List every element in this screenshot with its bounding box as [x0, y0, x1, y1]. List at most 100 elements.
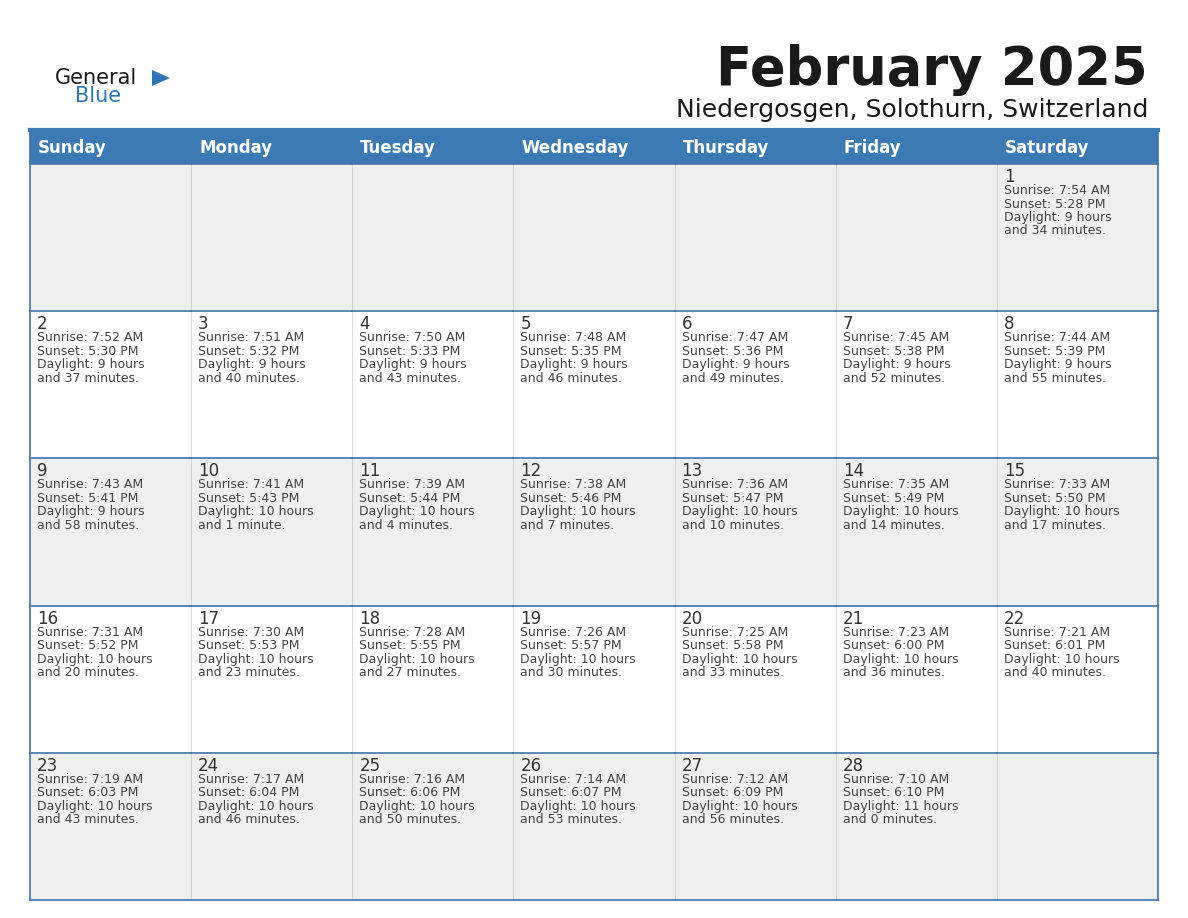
- Text: Sunday: Sunday: [38, 139, 107, 157]
- Text: Sunset: 5:38 PM: Sunset: 5:38 PM: [842, 344, 944, 358]
- Text: Sunrise: 7:54 AM: Sunrise: 7:54 AM: [1004, 184, 1110, 197]
- Text: and 4 minutes.: and 4 minutes.: [359, 519, 454, 532]
- Text: Sunset: 5:58 PM: Sunset: 5:58 PM: [682, 639, 783, 652]
- Text: 24: 24: [198, 756, 220, 775]
- Bar: [997, 311, 1158, 458]
- Text: and 46 minutes.: and 46 minutes.: [198, 813, 301, 826]
- Text: 28: 28: [842, 756, 864, 775]
- Text: Sunrise: 7:43 AM: Sunrise: 7:43 AM: [37, 478, 143, 491]
- Text: Daylight: 10 hours: Daylight: 10 hours: [359, 653, 475, 666]
- Bar: [30, 606, 191, 753]
- Bar: [675, 164, 835, 311]
- Text: February 2025: February 2025: [716, 44, 1148, 96]
- Text: and 40 minutes.: and 40 minutes.: [198, 372, 301, 385]
- Text: 19: 19: [520, 610, 542, 628]
- Bar: [353, 458, 513, 606]
- Text: Sunrise: 7:25 AM: Sunrise: 7:25 AM: [682, 625, 788, 639]
- Text: Tuesday: Tuesday: [360, 139, 436, 157]
- Text: Saturday: Saturday: [1005, 139, 1089, 157]
- Text: 5: 5: [520, 315, 531, 333]
- Text: 10: 10: [198, 463, 220, 480]
- Text: Daylight: 9 hours: Daylight: 9 hours: [842, 358, 950, 371]
- Text: Daylight: 10 hours: Daylight: 10 hours: [1004, 506, 1119, 519]
- Text: Daylight: 10 hours: Daylight: 10 hours: [359, 506, 475, 519]
- Bar: [997, 606, 1158, 753]
- Text: Sunset: 5:47 PM: Sunset: 5:47 PM: [682, 492, 783, 505]
- Text: Sunrise: 7:26 AM: Sunrise: 7:26 AM: [520, 625, 626, 639]
- Text: and 52 minutes.: and 52 minutes.: [842, 372, 944, 385]
- Bar: [353, 164, 513, 311]
- Text: and 34 minutes.: and 34 minutes.: [1004, 225, 1106, 238]
- Polygon shape: [152, 70, 170, 86]
- Text: Daylight: 10 hours: Daylight: 10 hours: [359, 800, 475, 812]
- Text: Sunrise: 7:19 AM: Sunrise: 7:19 AM: [37, 773, 143, 786]
- Text: Monday: Monday: [200, 139, 272, 157]
- Text: 7: 7: [842, 315, 853, 333]
- Text: Sunrise: 7:35 AM: Sunrise: 7:35 AM: [842, 478, 949, 491]
- Text: Sunset: 5:33 PM: Sunset: 5:33 PM: [359, 344, 461, 358]
- Text: Daylight: 9 hours: Daylight: 9 hours: [1004, 358, 1112, 371]
- Text: 14: 14: [842, 463, 864, 480]
- Text: Daylight: 10 hours: Daylight: 10 hours: [1004, 653, 1119, 666]
- Text: Sunrise: 7:10 AM: Sunrise: 7:10 AM: [842, 773, 949, 786]
- Text: Sunset: 5:46 PM: Sunset: 5:46 PM: [520, 492, 621, 505]
- Bar: [513, 458, 675, 606]
- Text: Daylight: 9 hours: Daylight: 9 hours: [1004, 211, 1112, 224]
- Text: and 49 minutes.: and 49 minutes.: [682, 372, 783, 385]
- Bar: [30, 164, 191, 311]
- Bar: [191, 753, 353, 900]
- Text: and 1 minute.: and 1 minute.: [198, 519, 285, 532]
- Text: Sunrise: 7:38 AM: Sunrise: 7:38 AM: [520, 478, 627, 491]
- Text: Sunset: 6:10 PM: Sunset: 6:10 PM: [842, 787, 944, 800]
- Text: 16: 16: [37, 610, 58, 628]
- Text: Daylight: 9 hours: Daylight: 9 hours: [198, 358, 305, 371]
- Text: Daylight: 10 hours: Daylight: 10 hours: [198, 506, 314, 519]
- Bar: [191, 606, 353, 753]
- Text: 21: 21: [842, 610, 864, 628]
- Bar: [191, 311, 353, 458]
- Text: Sunset: 5:30 PM: Sunset: 5:30 PM: [37, 344, 139, 358]
- Text: Sunrise: 7:17 AM: Sunrise: 7:17 AM: [198, 773, 304, 786]
- Bar: [835, 606, 997, 753]
- Text: Sunrise: 7:12 AM: Sunrise: 7:12 AM: [682, 773, 788, 786]
- Text: Daylight: 10 hours: Daylight: 10 hours: [682, 800, 797, 812]
- Text: and 56 minutes.: and 56 minutes.: [682, 813, 784, 826]
- Bar: [30, 132, 191, 164]
- Text: Daylight: 10 hours: Daylight: 10 hours: [520, 800, 636, 812]
- Text: Sunset: 5:53 PM: Sunset: 5:53 PM: [198, 639, 299, 652]
- Text: Daylight: 10 hours: Daylight: 10 hours: [37, 653, 152, 666]
- Text: and 7 minutes.: and 7 minutes.: [520, 519, 614, 532]
- Text: and 46 minutes.: and 46 minutes.: [520, 372, 623, 385]
- Text: and 14 minutes.: and 14 minutes.: [842, 519, 944, 532]
- Text: 9: 9: [37, 463, 48, 480]
- Bar: [353, 132, 513, 164]
- Text: Sunrise: 7:48 AM: Sunrise: 7:48 AM: [520, 331, 627, 344]
- Text: Sunset: 6:06 PM: Sunset: 6:06 PM: [359, 787, 461, 800]
- Bar: [835, 311, 997, 458]
- Text: Sunset: 5:44 PM: Sunset: 5:44 PM: [359, 492, 461, 505]
- Text: Daylight: 9 hours: Daylight: 9 hours: [682, 358, 789, 371]
- Text: Blue: Blue: [75, 86, 121, 106]
- Text: Niedergosgen, Solothurn, Switzerland: Niedergosgen, Solothurn, Switzerland: [676, 98, 1148, 122]
- Text: 23: 23: [37, 756, 58, 775]
- Text: Sunrise: 7:44 AM: Sunrise: 7:44 AM: [1004, 331, 1110, 344]
- Bar: [835, 164, 997, 311]
- Text: Sunset: 6:09 PM: Sunset: 6:09 PM: [682, 787, 783, 800]
- Bar: [997, 458, 1158, 606]
- Bar: [835, 458, 997, 606]
- Bar: [835, 753, 997, 900]
- Text: Daylight: 10 hours: Daylight: 10 hours: [842, 653, 959, 666]
- Text: and 10 minutes.: and 10 minutes.: [682, 519, 784, 532]
- Text: Sunrise: 7:14 AM: Sunrise: 7:14 AM: [520, 773, 626, 786]
- Text: 1: 1: [1004, 168, 1015, 186]
- Bar: [675, 458, 835, 606]
- Text: Sunset: 5:55 PM: Sunset: 5:55 PM: [359, 639, 461, 652]
- Bar: [675, 753, 835, 900]
- Text: Sunset: 5:32 PM: Sunset: 5:32 PM: [198, 344, 299, 358]
- Bar: [513, 132, 675, 164]
- Text: Daylight: 10 hours: Daylight: 10 hours: [198, 800, 314, 812]
- Text: Sunset: 6:00 PM: Sunset: 6:00 PM: [842, 639, 944, 652]
- Bar: [191, 132, 353, 164]
- Bar: [191, 164, 353, 311]
- Text: 20: 20: [682, 610, 702, 628]
